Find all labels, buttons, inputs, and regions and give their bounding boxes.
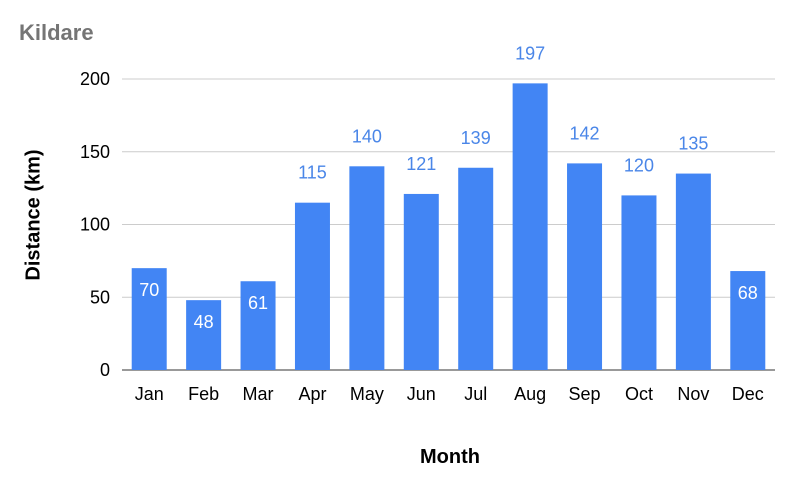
x-tick-label: Aug — [514, 384, 546, 404]
x-tick-label: Jan — [135, 384, 164, 404]
x-tick-label: Apr — [298, 384, 326, 404]
bar — [131, 268, 167, 370]
bar — [621, 195, 657, 370]
y-tick-label: 150 — [80, 142, 110, 162]
data-label: 135 — [678, 134, 708, 154]
x-tick-label: Feb — [188, 384, 219, 404]
bar — [567, 163, 603, 370]
x-tick-label: Dec — [732, 384, 764, 404]
x-tick-label: Jun — [407, 384, 436, 404]
bar — [240, 281, 276, 370]
x-tick-label: Mar — [243, 384, 274, 404]
bar — [512, 83, 548, 371]
data-label: 139 — [461, 128, 491, 148]
bar — [675, 173, 711, 370]
bar — [349, 166, 385, 370]
bar — [186, 300, 222, 370]
x-tick-label: Oct — [625, 384, 653, 404]
data-label: 121 — [406, 154, 436, 174]
data-label: 70 — [139, 280, 159, 300]
data-label: 120 — [624, 155, 654, 175]
y-tick-label: 200 — [80, 69, 110, 89]
bar — [458, 167, 494, 370]
data-label: 61 — [248, 293, 268, 313]
y-tick-label: 50 — [90, 287, 110, 307]
bar — [294, 202, 330, 370]
y-tick-label: 0 — [100, 360, 110, 380]
bar — [730, 271, 766, 370]
data-label: 140 — [352, 126, 382, 146]
data-label: 142 — [570, 123, 600, 143]
x-tick-label: Jul — [464, 384, 487, 404]
bar — [403, 193, 439, 370]
x-tick-label: Nov — [677, 384, 709, 404]
data-label: 115 — [298, 163, 327, 183]
x-tick-label: Sep — [569, 384, 601, 404]
x-axis-label: Month — [420, 446, 480, 468]
x-tick-label: May — [350, 384, 384, 404]
y-tick-label: 100 — [80, 215, 110, 235]
chart-title: Kildare — [19, 20, 94, 45]
data-label: 197 — [515, 43, 545, 63]
data-label: 68 — [738, 283, 758, 303]
data-label: 48 — [194, 312, 214, 332]
